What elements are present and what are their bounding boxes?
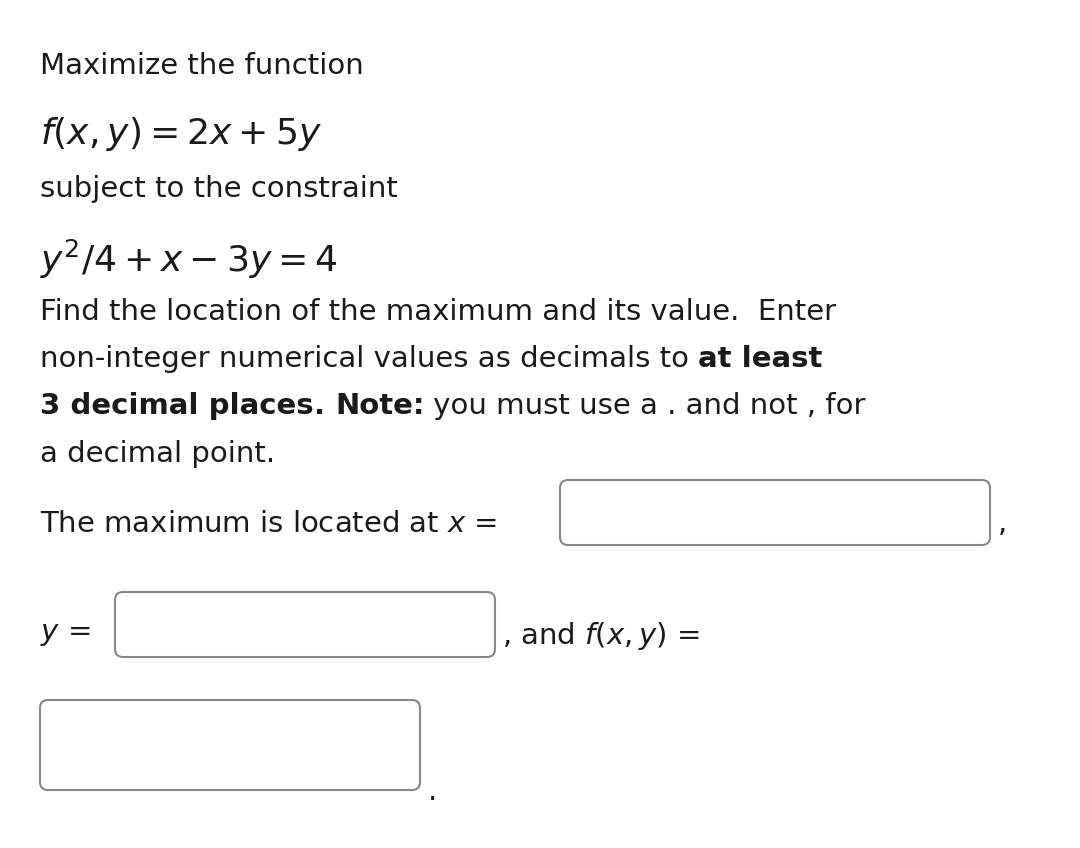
Text: you must use a . and not , for: you must use a . and not , for	[424, 392, 866, 420]
FancyBboxPatch shape	[561, 480, 990, 545]
Text: $y$ =: $y$ =	[40, 620, 91, 648]
Text: $y^2/4 + x - 3y = 4$: $y^2/4 + x - 3y = 4$	[40, 238, 338, 282]
Text: non-integer numerical values as decimals to: non-integer numerical values as decimals…	[40, 345, 699, 373]
Text: at least: at least	[699, 345, 823, 373]
Text: Maximize the function: Maximize the function	[40, 52, 364, 80]
Text: ,: ,	[998, 510, 1008, 538]
Text: The maximum is located at $x$ =: The maximum is located at $x$ =	[40, 510, 497, 538]
Text: , and $f(x, y)$ =: , and $f(x, y)$ =	[502, 620, 700, 652]
Text: subject to the constraint: subject to the constraint	[40, 175, 397, 203]
Text: a decimal point.: a decimal point.	[40, 440, 275, 468]
Text: 3 decimal places: 3 decimal places	[40, 392, 313, 420]
FancyBboxPatch shape	[40, 700, 420, 790]
Text: .: .	[313, 392, 335, 420]
FancyBboxPatch shape	[114, 592, 495, 657]
Text: .: .	[428, 778, 437, 806]
Text: Find the location of the maximum and its value.  Enter: Find the location of the maximum and its…	[40, 298, 836, 326]
Text: $f(x, y) = 2x + 5y$: $f(x, y) = 2x + 5y$	[40, 115, 322, 153]
Text: Note:: Note:	[335, 392, 424, 420]
